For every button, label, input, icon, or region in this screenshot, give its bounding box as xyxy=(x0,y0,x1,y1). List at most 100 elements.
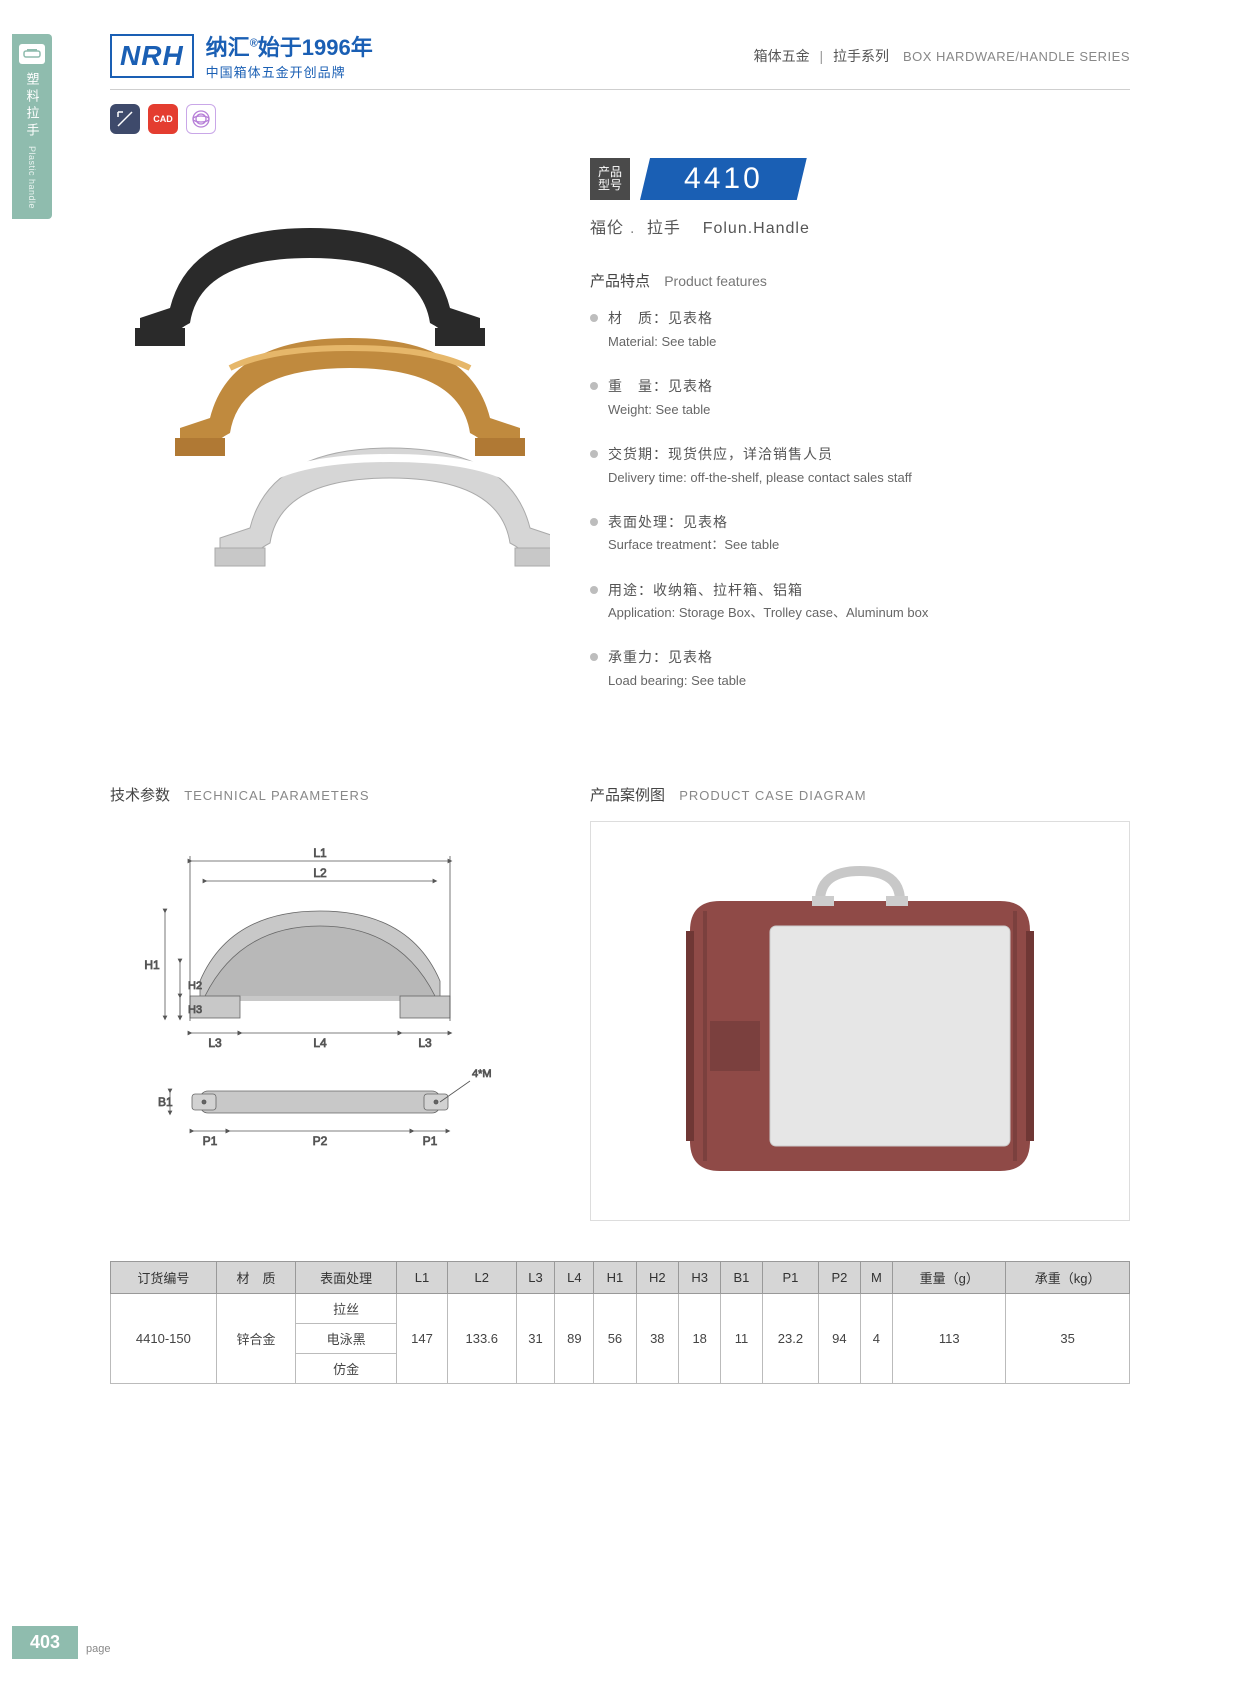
side-tab: 塑料拉手 Plastic handle xyxy=(12,34,52,219)
features-title-en: Product features xyxy=(664,273,767,289)
dim-P2: P2 xyxy=(313,1134,328,1148)
pname-en: Folun.Handle xyxy=(703,220,810,237)
brand-since: 始于1996年 xyxy=(258,35,373,60)
dim-L3b: L3 xyxy=(418,1036,432,1050)
page-label: page xyxy=(86,1643,110,1655)
th-load: 承重（kg） xyxy=(1006,1262,1130,1294)
dim-L2: L2 xyxy=(313,866,327,880)
dim-L1: L1 xyxy=(313,846,327,860)
dim-P1b: P1 xyxy=(423,1134,438,1148)
td-L2: 133.6 xyxy=(447,1294,516,1384)
cad-label: CAD xyxy=(153,114,173,124)
case-section: 产品案例图 PRODUCT CASE DIAGRAM xyxy=(590,784,1130,1221)
pname-sep: . xyxy=(630,220,641,237)
tech-en: TECHNICAL PARAMETERS xyxy=(184,788,369,803)
surface-opt: 拉丝 xyxy=(296,1294,396,1324)
td-order: 4410-150 xyxy=(111,1294,217,1384)
features-title: 产品特点 Product features xyxy=(590,270,1130,291)
feat-en: Material: See table xyxy=(608,331,1130,353)
feat-cn: 用途：收纳箱、拉杆箱、铝箱 xyxy=(608,579,1130,603)
th-L1: L1 xyxy=(397,1262,448,1294)
th-P1: P1 xyxy=(762,1262,819,1294)
tech-title: 技术参数 TECHNICAL PARAMETERS xyxy=(110,784,530,805)
feature-item: 用途：收纳箱、拉杆箱、铝箱Application: Storage Box、Tr… xyxy=(590,579,1130,625)
dim-H1: H1 xyxy=(144,958,160,972)
td-H3: 18 xyxy=(679,1294,721,1384)
surface-opt: 仿金 xyxy=(296,1354,396,1383)
product-photo xyxy=(110,158,550,588)
product-info: 产品 型号 4410 福伦. 拉手 Folun.Handle 产品特点 Prod… xyxy=(590,158,1130,714)
feature-item: 承重力：见表格Load bearing: See table xyxy=(590,646,1130,692)
feat-en: Surface treatment：See table xyxy=(608,534,1130,556)
case-photo xyxy=(590,821,1130,1221)
main-content: 产品 型号 4410 福伦. 拉手 Folun.Handle 产品特点 Prod… xyxy=(0,134,1240,714)
feat-en: Load bearing: See table xyxy=(608,670,1130,692)
brand-tagline: 中国箱体五金开创品牌 xyxy=(206,62,373,81)
brand-cn: 纳汇 xyxy=(206,35,250,60)
sidetab-cn: 塑料拉手 xyxy=(23,72,42,140)
feature-item: 材 质：见表格Material: See table xyxy=(590,307,1130,353)
model-row: 产品 型号 4410 xyxy=(590,158,1130,200)
model-label-2: 型号 xyxy=(598,179,622,192)
page-footer: 403 page xyxy=(12,1626,111,1659)
td-L3: 31 xyxy=(516,1294,555,1384)
feat-en: Weight: See table xyxy=(608,399,1130,421)
feat-cn: 重 量：见表格 xyxy=(608,375,1130,399)
logo-text: 纳汇®始于1996年 中国箱体五金开创品牌 xyxy=(206,30,373,81)
product-name: 福伦. 拉手 Folun.Handle xyxy=(590,214,1130,238)
td-weight: 113 xyxy=(893,1294,1006,1384)
th-H3: H3 xyxy=(679,1262,721,1294)
feat-cn: 承重力：见表格 xyxy=(608,646,1130,670)
case-title: 产品案例图 PRODUCT CASE DIAGRAM xyxy=(590,784,1130,805)
page-number: 403 xyxy=(12,1626,78,1659)
surface-opt: 电泳黑 xyxy=(296,1324,396,1354)
th-H2: H2 xyxy=(636,1262,678,1294)
table-row: 4410-150 锌合金 拉丝 电泳黑 仿金 147 133.6 31 89 5… xyxy=(111,1294,1130,1384)
dim-H2: H2 xyxy=(188,980,202,992)
feat-en: Delivery time: off-the-shelf, please con… xyxy=(608,467,1130,489)
td-P1: 23.2 xyxy=(762,1294,819,1384)
th-material: 材 质 xyxy=(216,1262,295,1294)
model-label: 产品 型号 xyxy=(590,158,630,200)
diagram-row: 技术参数 TECHNICAL PARAMETERS xyxy=(0,714,1240,1231)
th-L3: L3 xyxy=(516,1262,555,1294)
feat-en: Application: Storage Box、Trolley case、Al… xyxy=(608,602,1130,624)
measure-icon xyxy=(110,104,140,134)
dim-L4: L4 xyxy=(313,1036,327,1050)
dim-P1a: P1 xyxy=(203,1134,218,1148)
logo-mark: NRH xyxy=(110,34,194,78)
pname-cn2: 拉手 xyxy=(647,220,681,237)
spec-tbody: 4410-150 锌合金 拉丝 电泳黑 仿金 147 133.6 31 89 5… xyxy=(111,1294,1130,1384)
th-weight: 重量（g） xyxy=(893,1262,1006,1294)
3d-icon xyxy=(186,104,216,134)
technical-drawing: L1 L2 L3 L4 L3 H1 H2 xyxy=(110,821,530,1181)
case-cn: 产品案例图 xyxy=(590,787,665,804)
td-B1: 11 xyxy=(721,1294,762,1384)
case-en: PRODUCT CASE DIAGRAM xyxy=(679,788,866,803)
spec-table: 订货编号 材 质 表面处理 L1 L2 L3 L4 H1 H2 H3 B1 P1… xyxy=(110,1261,1130,1384)
td-L1: 147 xyxy=(397,1294,448,1384)
th-H1: H1 xyxy=(594,1262,636,1294)
feature-item: 交货期：现货供应，详洽销售人员Delivery time: off-the-sh… xyxy=(590,443,1130,489)
td-H2: 38 xyxy=(636,1294,678,1384)
th-L4: L4 xyxy=(555,1262,594,1294)
feat-cn: 材 质：见表格 xyxy=(608,307,1130,331)
th-P2: P2 xyxy=(819,1262,860,1294)
tech-cn: 技术参数 xyxy=(110,787,170,804)
brand-line: 纳汇®始于1996年 xyxy=(206,30,373,62)
td-material: 锌合金 xyxy=(216,1294,295,1384)
th-M: M xyxy=(860,1262,893,1294)
category-en: BOX HARDWARE/HANDLE SERIES xyxy=(903,49,1130,64)
dim-B1: B1 xyxy=(158,1095,173,1109)
icon-chip-row: CAD xyxy=(0,90,1240,134)
features-list: 材 质：见表格Material: See table 重 量：见表格Weight… xyxy=(590,307,1130,692)
page-header: NRH 纳汇®始于1996年 中国箱体五金开创品牌 箱体五金 | 拉手系列 BO… xyxy=(0,0,1240,89)
spec-table-wrap: 订货编号 材 质 表面处理 L1 L2 L3 L4 H1 H2 H3 B1 P1… xyxy=(0,1231,1240,1384)
dim-L3a: L3 xyxy=(208,1036,222,1050)
td-M: 4 xyxy=(860,1294,893,1384)
features-title-cn: 产品特点 xyxy=(590,273,650,290)
model-number: 4410 xyxy=(640,158,807,200)
th-B1: B1 xyxy=(721,1262,762,1294)
cad-icon: CAD xyxy=(148,104,178,134)
td-P2: 94 xyxy=(819,1294,860,1384)
